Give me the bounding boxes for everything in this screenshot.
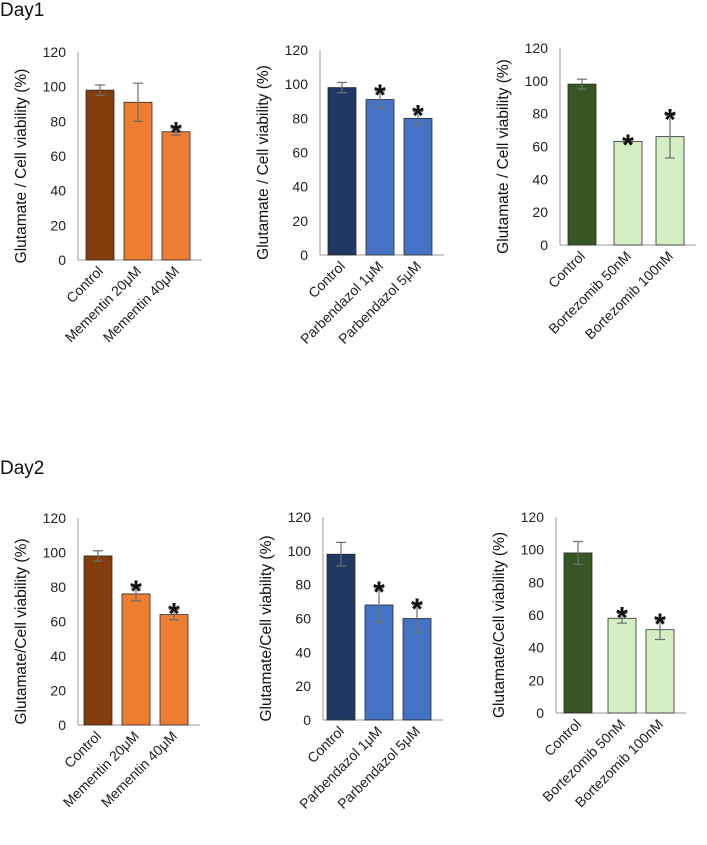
bar <box>364 604 394 721</box>
y-tick-label: 40 <box>532 171 548 187</box>
y-tick-label: 40 <box>50 648 66 664</box>
day1-parbendazol-chart: 0 20 40 60 80 100 120 Glutamate / Cell viabilit… <box>255 42 444 347</box>
significance-star: * <box>168 597 180 630</box>
significance-star: * <box>373 576 385 609</box>
y-axis-label: Glutamate / Cell viability (%) <box>255 65 272 260</box>
y-tick-label: 100 <box>43 545 67 561</box>
bar <box>83 555 113 726</box>
bar <box>327 87 357 256</box>
y-tick-label: 100 <box>288 543 312 559</box>
y-tick-label: 60 <box>50 148 66 164</box>
bar <box>123 101 153 261</box>
y-tick-label: 60 <box>295 611 311 627</box>
y-tick-label: 120 <box>525 40 549 56</box>
significance-star: * <box>664 103 676 136</box>
significance-star: * <box>130 575 142 608</box>
significance-star: * <box>374 79 386 112</box>
y-tick-label: 20 <box>50 217 66 233</box>
day1-bortezomib-chart: 0 20 40 60 80 100 120 Glutamate / Cell viabilit… <box>495 40 696 342</box>
bar <box>326 553 356 721</box>
y-tick-label: 60 <box>532 139 548 155</box>
y-tick-label: 120 <box>43 44 67 60</box>
y-tick-label: 20 <box>532 204 548 220</box>
bar <box>403 117 433 256</box>
significance-star: * <box>411 593 423 626</box>
y-tick-label: 20 <box>295 678 311 694</box>
y-tick-label: 40 <box>528 640 544 656</box>
bar <box>85 89 115 261</box>
y-tick-label: 120 <box>285 42 309 58</box>
y-tick-label: 20 <box>528 672 544 688</box>
significance-star: * <box>170 116 182 149</box>
day2-mementin-chart: 0 20 40 60 80 100 120 Glutamate/Cell viability … <box>13 510 200 810</box>
bar <box>567 83 597 246</box>
y-tick-label: 80 <box>50 113 66 129</box>
y-tick-label: 0 <box>540 237 548 253</box>
y-tick-label: 60 <box>50 614 66 630</box>
y-tick-label: 120 <box>521 509 545 525</box>
y-tick-label: 20 <box>50 683 66 699</box>
y-tick-label: 100 <box>521 542 545 558</box>
y-tick-label: 40 <box>50 183 66 199</box>
y-tick-label: 120 <box>288 509 312 525</box>
y-tick-label: 40 <box>292 179 308 195</box>
y-tick-label: 60 <box>528 607 544 623</box>
category-label: Control <box>545 248 588 291</box>
y-tick-label: 0 <box>536 705 544 721</box>
y-tick-label: 80 <box>295 577 311 593</box>
significance-star: * <box>622 129 634 162</box>
y-tick-label: 0 <box>58 717 66 733</box>
y-tick-label: 0 <box>300 247 308 263</box>
y-tick-label: 80 <box>528 574 544 590</box>
day2-bortezomib-chart: 0 20 40 60 80 100 120 Glutamate/Cell viability … <box>491 509 686 810</box>
y-tick-label: 40 <box>295 644 311 660</box>
y-axis-label: Glutamate/Cell viability (%) <box>13 538 30 724</box>
category-label: Control <box>541 716 584 759</box>
y-tick-label: 60 <box>292 145 308 161</box>
day1-title: Day1 <box>0 0 45 21</box>
bar <box>645 629 675 714</box>
bar <box>365 99 395 256</box>
y-tick-label: 80 <box>532 106 548 122</box>
y-tick-label: 80 <box>292 110 308 126</box>
y-tick-label: 100 <box>525 73 549 89</box>
y-tick-label: 80 <box>50 579 66 595</box>
bar <box>402 618 432 721</box>
day2-title: Day2 <box>0 458 45 479</box>
y-tick-label: 0 <box>58 252 66 268</box>
y-axis-label: Glutamate / Cell viability (%) <box>495 59 512 254</box>
significance-star: * <box>654 608 666 641</box>
y-tick-label: 0 <box>303 712 311 728</box>
y-axis-label: Glutamate / Cell viability (%) <box>13 69 30 264</box>
bar <box>159 614 189 726</box>
y-tick-label: 100 <box>43 79 67 95</box>
bar <box>121 593 151 726</box>
y-axis-label: Glutamate/Cell viability (%) <box>258 535 275 721</box>
bar <box>613 141 643 246</box>
significance-star: * <box>412 100 424 133</box>
y-axis-label: Glutamate/Cell viability (%) <box>491 532 508 718</box>
bar <box>161 131 191 261</box>
y-tick-label: 120 <box>43 510 67 526</box>
y-tick-label: 20 <box>292 213 308 229</box>
significance-star: * <box>616 601 628 634</box>
day2-parbendazol-chart: 0 20 40 60 80 100 120 Glutamate/Cell viability … <box>258 509 443 812</box>
bar <box>607 617 637 714</box>
bar <box>563 552 593 714</box>
y-tick-label: 100 <box>285 76 309 92</box>
day1-mementin-chart: 0 20 40 60 80 100 120 Glutamate / Cell viabilit… <box>13 44 202 345</box>
